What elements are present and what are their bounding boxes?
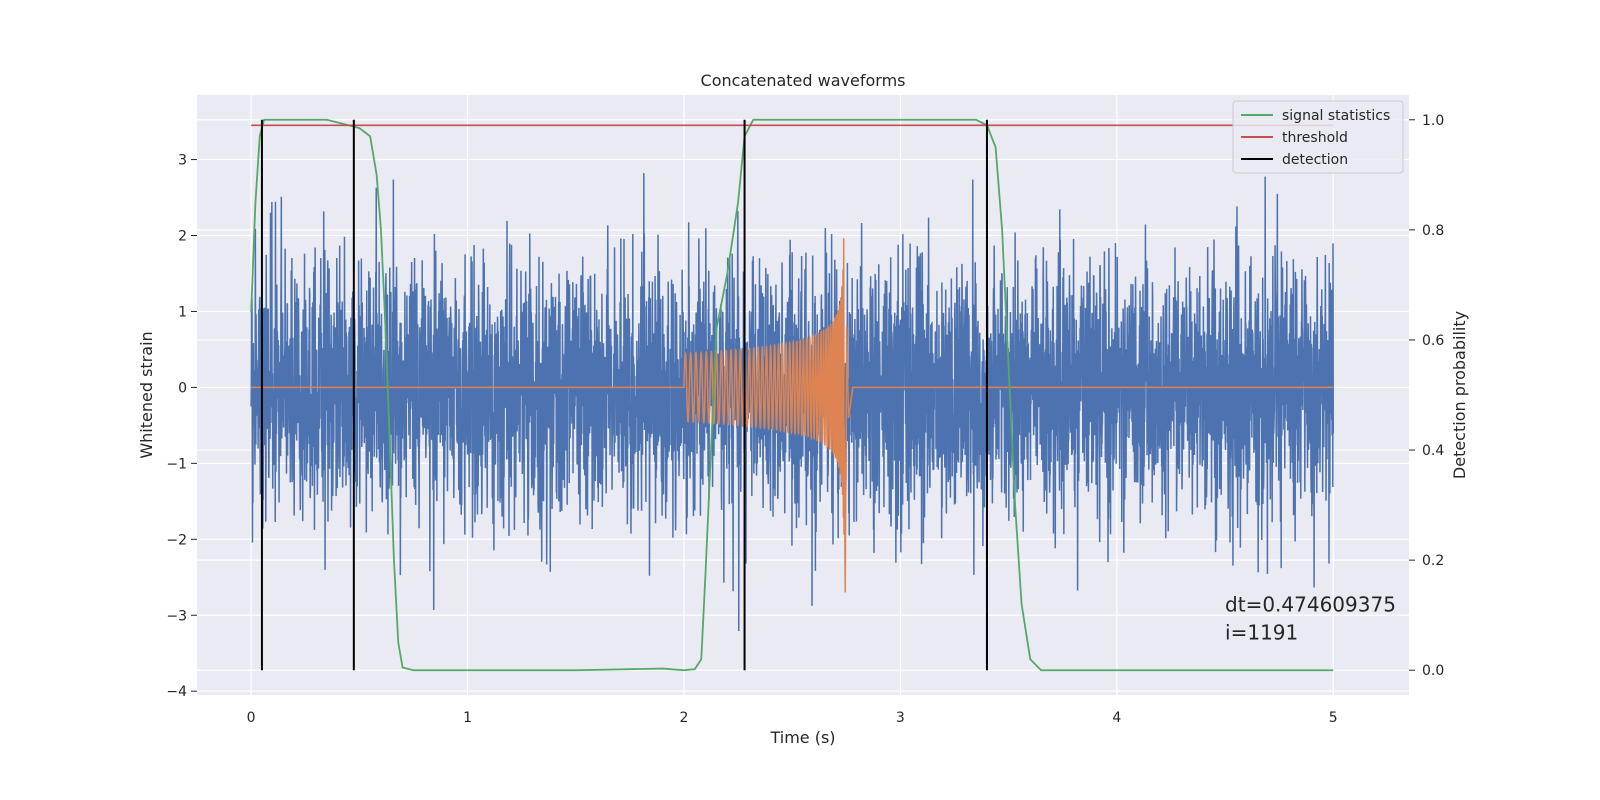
y2-axis-ticks: 0.0 0.2 0.4 0.6 0.8 1.0: [1409, 113, 1444, 679]
legend-label-threshold: threshold: [1282, 130, 1348, 146]
legend-label-detection: detection: [1282, 152, 1348, 168]
x-tick-label: 3: [896, 710, 905, 726]
y-tick-label: 1: [178, 304, 187, 320]
legend-label-signal-statistics: signal statistics: [1282, 108, 1390, 124]
y-axis-label: Whitened strain: [137, 331, 156, 458]
y2-tick-label: 0.2: [1422, 553, 1444, 569]
y-tick-label: 0: [178, 380, 187, 396]
x-tick-label: 2: [680, 710, 689, 726]
legend: signal statistics threshold detection: [1232, 100, 1404, 174]
y-tick-label: −3: [166, 608, 187, 624]
chart-title: Concatenated waveforms: [701, 71, 906, 90]
y2-tick-label: 0.8: [1422, 223, 1444, 239]
y2-tick-label: 1.0: [1422, 113, 1444, 129]
y-tick-label: 3: [178, 153, 187, 169]
y2-tick-label: 0.6: [1422, 333, 1444, 349]
x-axis-ticks: 0 1 2 3 4 5: [247, 710, 1338, 726]
y2-tick-label: 0.4: [1422, 443, 1444, 459]
x-tick-label: 0: [247, 710, 256, 726]
legend-box: [1232, 100, 1404, 174]
y2-tick-label: 0.0: [1422, 663, 1444, 679]
y-tick-label: −4: [166, 684, 187, 700]
y-tick-label: −2: [166, 532, 187, 548]
annotation-index: i=1191: [1225, 620, 1298, 644]
x-axis-label: Time (s): [769, 728, 835, 747]
x-tick-label: 4: [1112, 710, 1121, 726]
strain-series-line: [250, 173, 1334, 631]
y-tick-label: 2: [178, 229, 187, 245]
injection-series-line: [251, 238, 1334, 593]
y-tick-label: −1: [166, 456, 187, 472]
y2-axis-label: Detection probability: [1450, 311, 1469, 479]
y-axis-ticks: −4 −3 −2 −1 0 1 2 3: [166, 153, 197, 700]
signal-statistics-line: [250, 118, 1334, 672]
x-tick-label: 5: [1329, 710, 1338, 726]
annotation-dt: dt=0.474609375: [1225, 592, 1396, 616]
right-axis-series: [250, 118, 1334, 672]
plot-content: [250, 118, 1334, 672]
x-tick-label: 1: [463, 710, 472, 726]
